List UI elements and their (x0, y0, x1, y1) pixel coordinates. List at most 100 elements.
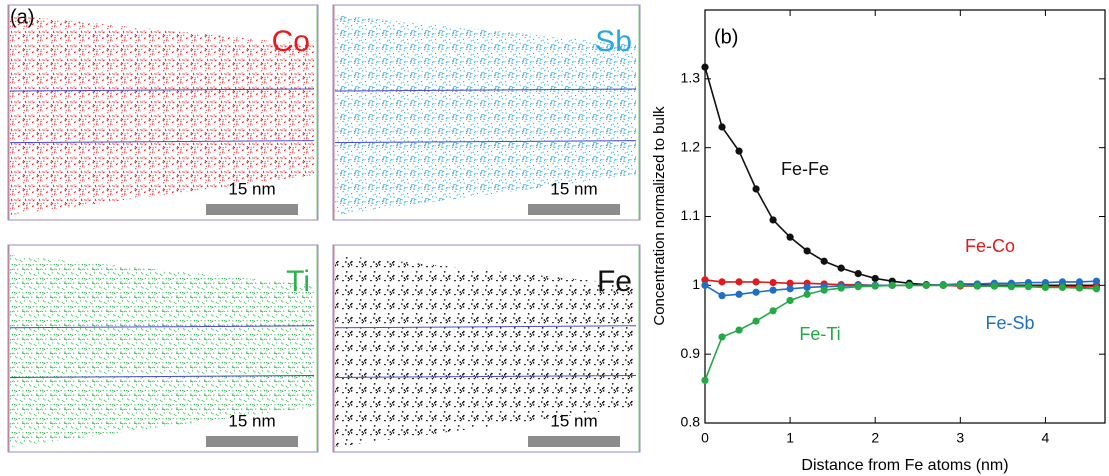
point (786, 233, 794, 241)
point (854, 283, 862, 291)
x-tick-label: 2 (871, 430, 879, 446)
point (752, 185, 760, 193)
map-frame (332, 244, 641, 453)
map-line (334, 325, 637, 329)
point (1092, 285, 1101, 293)
point (769, 216, 777, 224)
point (803, 247, 811, 255)
map-line (334, 374, 637, 378)
point (871, 274, 879, 283)
point (701, 63, 709, 71)
map-line (334, 140, 637, 144)
point (854, 270, 862, 278)
series-line (704, 284, 1097, 381)
point (888, 281, 896, 289)
point (701, 276, 709, 284)
atom-map (335, 15, 636, 215)
series-label: Fe-Ti (799, 324, 840, 344)
point (820, 286, 828, 294)
point (752, 278, 760, 286)
atom-map (10, 15, 314, 215)
point (820, 257, 828, 265)
point (871, 282, 879, 290)
point (922, 281, 930, 289)
y-tick-label: 1.1 (681, 207, 701, 223)
x-axis-label: Distance from Fe atoms (nm) (801, 457, 1008, 474)
series-line (704, 66, 1097, 287)
point (718, 333, 726, 341)
point (718, 292, 726, 300)
map-line (9, 88, 315, 92)
series-label: Fe-Sb (985, 313, 1034, 333)
map-line (9, 140, 315, 144)
series-label: Fe-Fe (781, 159, 829, 179)
atom-map (10, 255, 314, 447)
x-tick-label: 0 (701, 430, 709, 446)
point (1058, 278, 1067, 286)
point (752, 288, 760, 296)
point (786, 279, 794, 287)
map-line (9, 325, 315, 329)
point (1007, 283, 1015, 291)
y-tick-label: 1.2 (681, 138, 701, 154)
x-tick-label: 3 (956, 430, 964, 446)
map-line (334, 88, 637, 92)
map-frame (7, 244, 319, 453)
point (769, 286, 777, 294)
y-tick-label: 1.3 (681, 70, 701, 86)
point (939, 281, 947, 289)
point (956, 281, 964, 289)
scale-bar-label: 15 nm (550, 411, 597, 430)
scale-bar-label: 15 nm (228, 179, 275, 198)
point (1041, 283, 1050, 291)
point (769, 278, 777, 287)
atom-map (335, 255, 636, 447)
series-line (704, 280, 1097, 297)
point (1058, 283, 1067, 291)
point (701, 281, 709, 289)
scale-bar (528, 436, 620, 447)
point (735, 278, 743, 286)
point (735, 290, 743, 298)
plot-frame (704, 9, 1106, 424)
panel-label: (b) (714, 26, 738, 48)
y-tick-label: 0.8 (681, 414, 701, 430)
element-label: Fe (597, 265, 632, 298)
map-frame (7, 4, 319, 221)
y-axis-label: Concentration normalized to bulk (651, 106, 668, 326)
map-line (9, 374, 315, 378)
point (803, 290, 811, 298)
element-label: Co (272, 25, 310, 58)
point (769, 307, 777, 315)
point (786, 285, 794, 293)
point (973, 282, 981, 290)
point (1075, 284, 1084, 292)
point (990, 282, 998, 290)
point (1075, 278, 1084, 286)
scale-bar-label: 15 nm (228, 411, 275, 430)
scale-bar (206, 204, 298, 215)
y-tick-label: 1 (692, 276, 700, 292)
point (803, 283, 811, 291)
map-frame (332, 4, 641, 221)
point (786, 296, 794, 305)
point (718, 278, 726, 286)
point (718, 123, 726, 131)
scale-bar (528, 204, 620, 215)
point (701, 376, 709, 384)
point (1092, 277, 1101, 285)
point (752, 317, 760, 325)
element-label: Sb (595, 25, 632, 58)
point (837, 284, 845, 292)
series-label: Fe-Co (965, 236, 1015, 256)
point (905, 281, 913, 289)
x-tick-label: 1 (786, 430, 794, 446)
scale-bar (206, 436, 298, 447)
point (735, 147, 743, 155)
element-label: Ti (286, 265, 310, 298)
point (837, 264, 845, 272)
point (735, 326, 743, 334)
point (1024, 283, 1033, 291)
x-tick-label: 4 (1042, 430, 1050, 446)
